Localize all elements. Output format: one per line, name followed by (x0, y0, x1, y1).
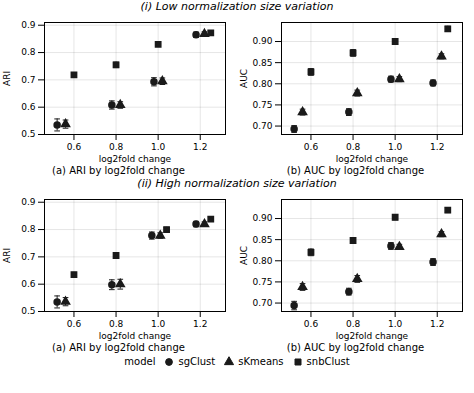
html-text:snbClust: snbClust (306, 356, 350, 367)
svg-text:0.90: 0.90 (252, 213, 272, 223)
svg-text:0.70: 0.70 (252, 298, 272, 308)
html-text:(a) ARI by log2fold change: (a) ARI by log2fold change (52, 165, 185, 176)
svg-text:0.6: 0.6 (67, 319, 82, 329)
html-text:(ii) High normalization size v: (ii) High normalization size variation (137, 177, 337, 190)
svg-text:log2fold change: log2fold change (99, 154, 172, 164)
svg-text:0.8: 0.8 (346, 319, 361, 329)
svg-text:0.6: 0.6 (304, 142, 319, 152)
svg-text:0.85: 0.85 (252, 58, 272, 68)
svg-text:ARI: ARI (2, 248, 12, 263)
svg-text:0.6: 0.6 (21, 279, 36, 289)
svg-text:0.70: 0.70 (252, 121, 272, 131)
svg-text:AUC: AUC (239, 69, 249, 88)
svg-text:0.8: 0.8 (21, 47, 36, 57)
svg-text:0.6: 0.6 (67, 142, 82, 152)
svg-text:0.75: 0.75 (252, 100, 272, 110)
svg-text:log2fold change: log2fold change (99, 331, 172, 341)
svg-text:0.8: 0.8 (109, 142, 124, 152)
svg-text:0.90: 0.90 (252, 36, 272, 46)
svg-text:0.9: 0.9 (21, 20, 36, 30)
svg-text:0.7: 0.7 (21, 75, 35, 85)
svg-text:0.6: 0.6 (21, 102, 36, 112)
svg-text:0.80: 0.80 (252, 79, 272, 89)
svg-text:1.0: 1.0 (151, 319, 166, 329)
svg-text:0.6: 0.6 (304, 319, 319, 329)
svg-text:1.0: 1.0 (388, 142, 403, 152)
svg-text:0.5: 0.5 (21, 306, 35, 316)
svg-text:0.8: 0.8 (109, 319, 124, 329)
svg-text:1.2: 1.2 (193, 142, 207, 152)
svg-text:1.2: 1.2 (430, 319, 444, 329)
html-text:(b) AUC by log2fold change: (b) AUC by log2fold change (286, 342, 425, 353)
svg-text:0.8: 0.8 (346, 142, 361, 152)
svg-text:0.9: 0.9 (21, 197, 36, 207)
html-text:sKmeans: sKmeans (238, 356, 284, 367)
html-text:model: model (124, 356, 156, 367)
html-text:(b) AUC by log2fold change: (b) AUC by log2fold change (286, 165, 425, 176)
html-text:(a) ARI by log2fold change: (a) ARI by log2fold change (52, 342, 185, 353)
svg-text:ARI: ARI (2, 71, 12, 86)
svg-text:log2fold change: log2fold change (336, 331, 409, 341)
svg-text:0.75: 0.75 (252, 277, 272, 287)
svg-text:0.80: 0.80 (252, 256, 272, 266)
html-text:sgClust: sgClust (178, 356, 216, 367)
svg-text:0.85: 0.85 (252, 235, 272, 245)
svg-text:AUC: AUC (239, 246, 249, 265)
svg-text:0.7: 0.7 (21, 252, 35, 262)
svg-text:1.2: 1.2 (430, 142, 444, 152)
svg-text:0.5: 0.5 (21, 129, 35, 139)
svg-text:1.2: 1.2 (193, 319, 207, 329)
svg-text:1.0: 1.0 (151, 142, 166, 152)
html-text:(i) Low normalization size var: (i) Low normalization size variation (140, 0, 334, 13)
svg-text:0.8: 0.8 (21, 224, 36, 234)
svg-text:log2fold change: log2fold change (336, 154, 409, 164)
svg-text:1.0: 1.0 (388, 319, 403, 329)
